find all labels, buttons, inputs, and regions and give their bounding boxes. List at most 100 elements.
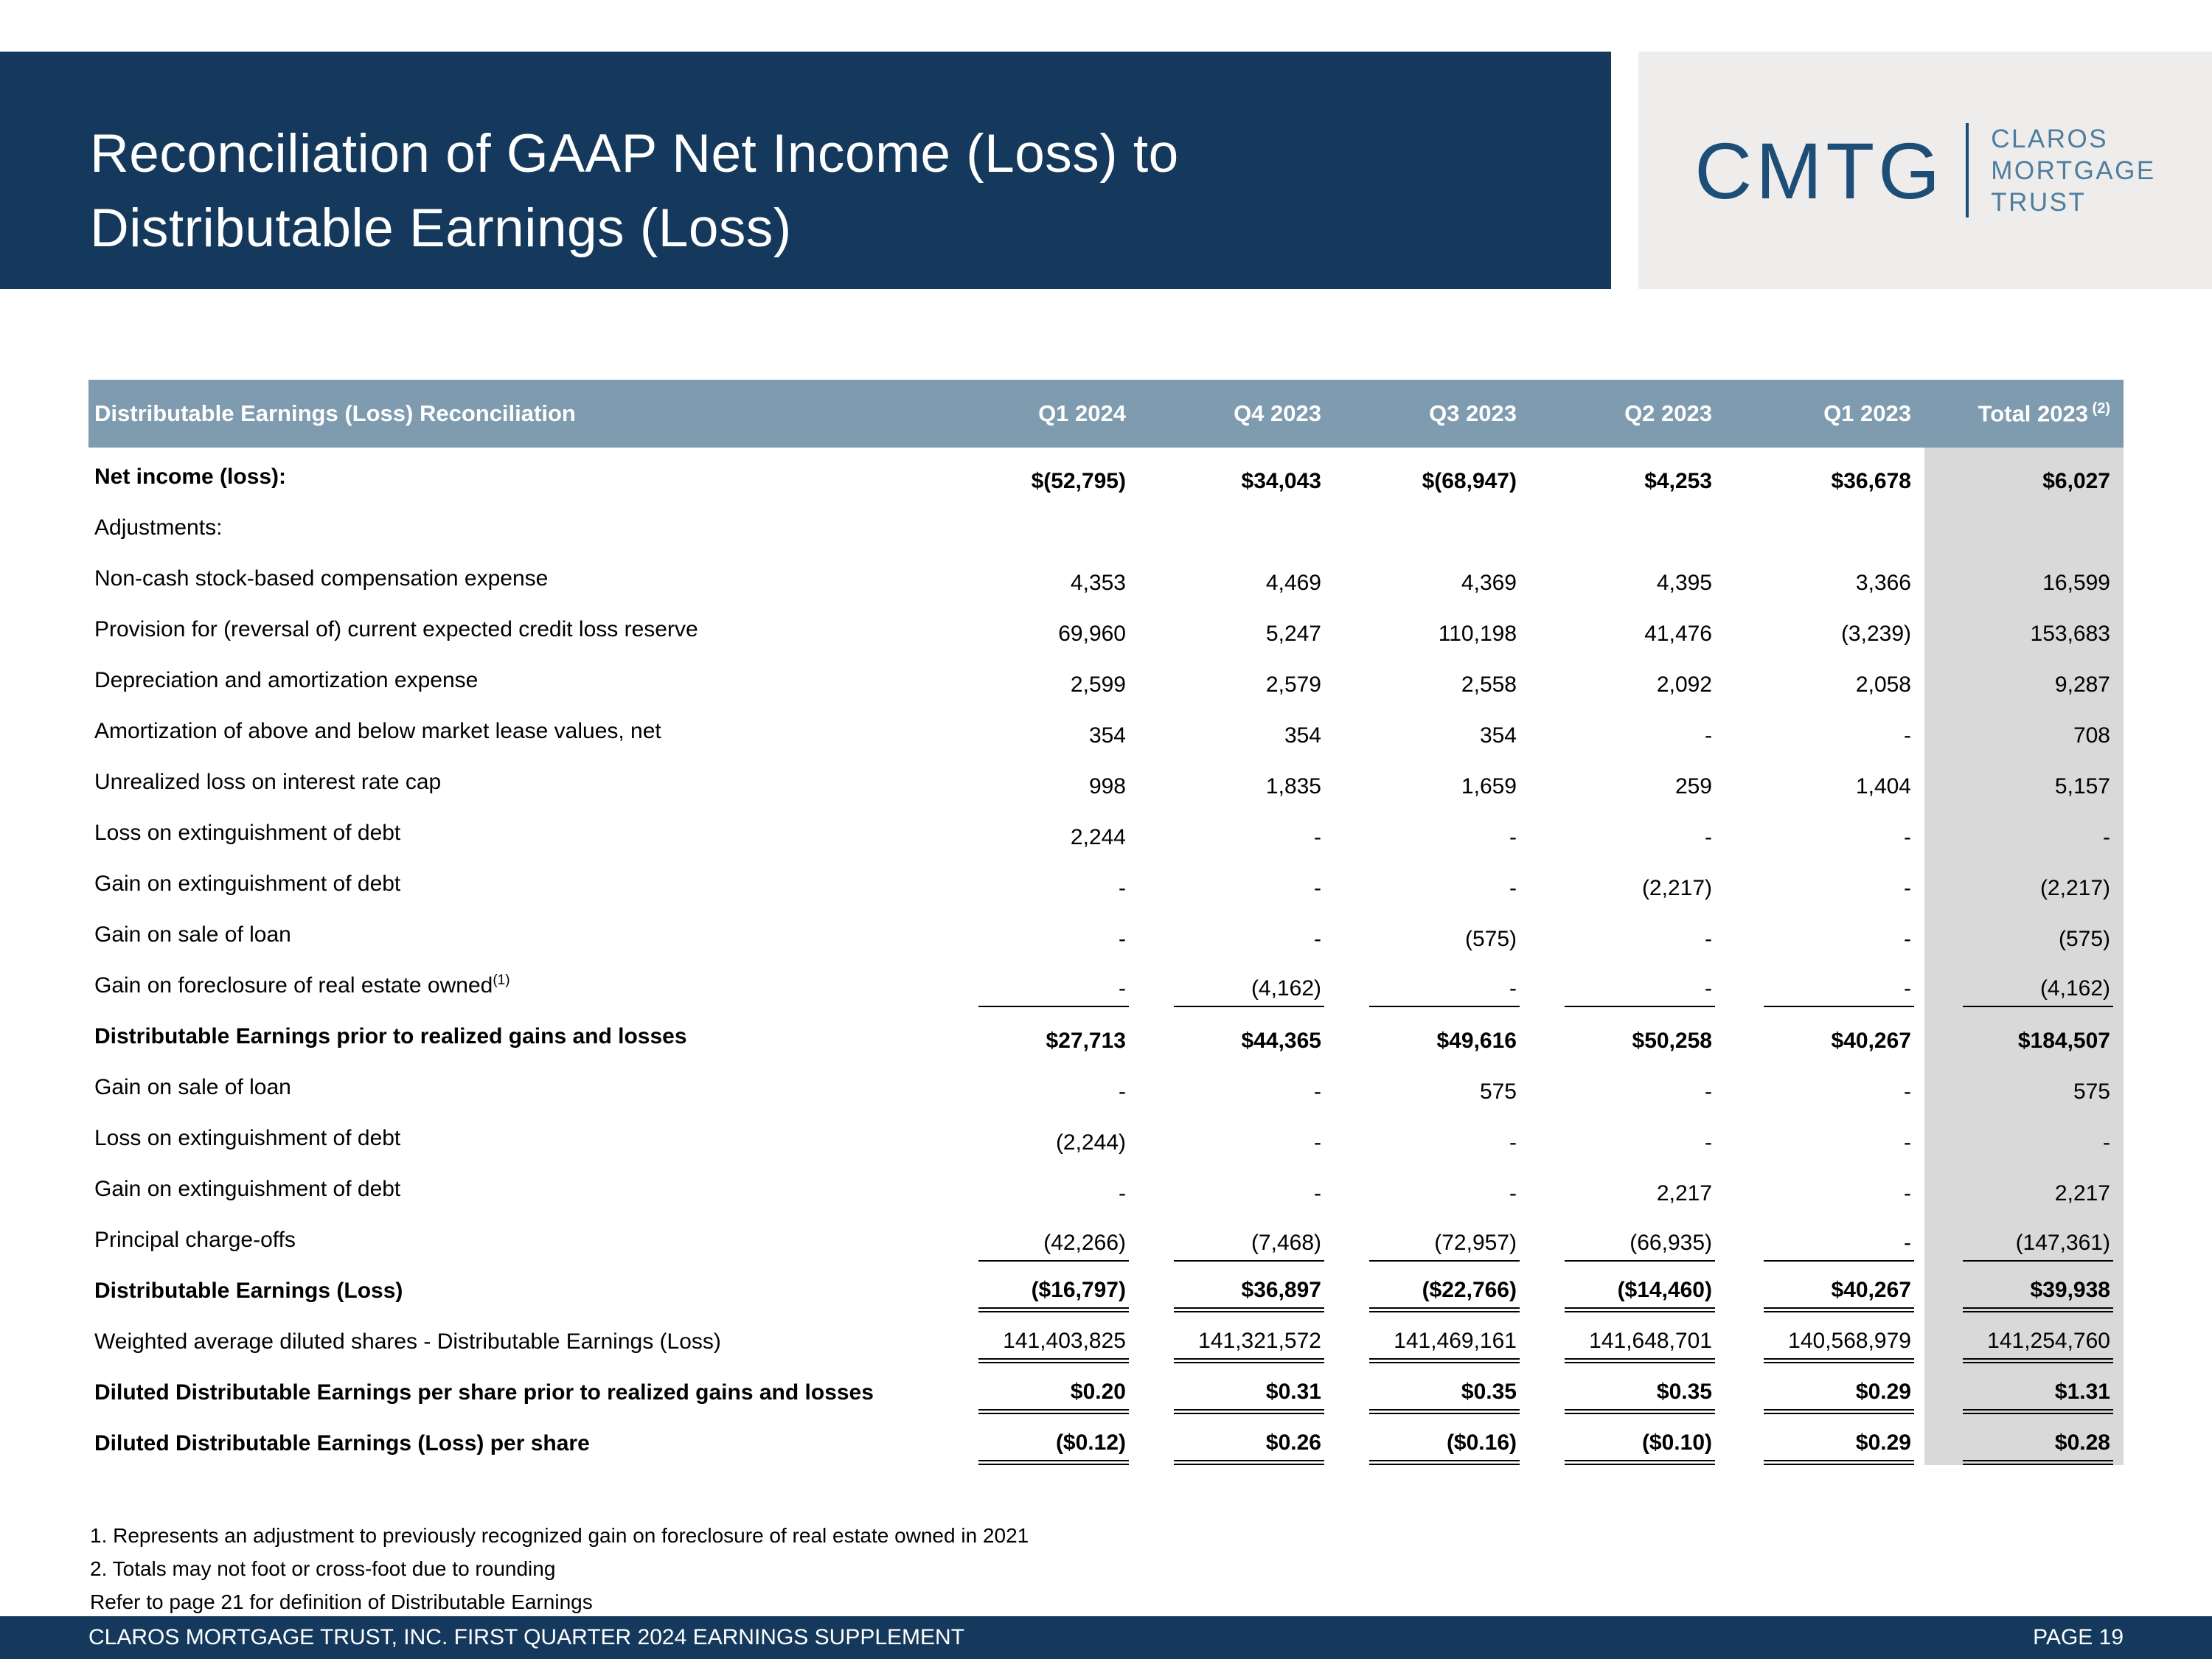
value-cell: - xyxy=(1530,1109,1725,1160)
value-text: $4,253 xyxy=(1644,469,1712,493)
value-cell-total: $184,507 xyxy=(1924,1007,2124,1058)
row-label: Weighted average diluted shares - Distri… xyxy=(94,1329,721,1354)
table-row: Non-cash stock-based compensation expens… xyxy=(88,549,2124,600)
table-row: Adjustments: xyxy=(88,498,2124,549)
logo-word-mortgage: MORTGAGE xyxy=(1991,156,2156,185)
value-cell: - xyxy=(1335,855,1530,905)
logo-word-claros: CLAROS xyxy=(1991,124,2109,153)
value-cell: - xyxy=(944,855,1139,905)
value-cell: $50,258 xyxy=(1530,1007,1725,1058)
value-text: - xyxy=(1119,1181,1126,1206)
value-cell: 354 xyxy=(1335,702,1530,753)
value-text: - xyxy=(1509,876,1517,900)
value-text: 141,254,760 xyxy=(1963,1329,2113,1363)
value-cell: 4,395 xyxy=(1530,549,1725,600)
table-row: Amortization of above and below market l… xyxy=(88,702,2124,753)
value-cell: 141,648,701 xyxy=(1530,1312,1725,1363)
value-cell: - xyxy=(1139,905,1335,956)
value-cell: - xyxy=(1139,855,1335,905)
value-text: 4,369 xyxy=(1461,571,1517,595)
column-header: Q4 2023 xyxy=(1139,380,1335,448)
value-cell: 1,835 xyxy=(1139,753,1335,804)
value-text: $(52,795) xyxy=(1031,469,1126,493)
value-cell-total: 575 xyxy=(1924,1058,2124,1109)
value-text: $6,027 xyxy=(2042,469,2110,493)
value-text: 1,404 xyxy=(1855,774,1911,799)
value-text: 4,469 xyxy=(1265,571,1321,595)
value-text: (7,468) xyxy=(1174,1231,1324,1262)
value-cell: - xyxy=(944,905,1139,956)
value-text: - xyxy=(1764,1231,1914,1262)
value-cell: 110,198 xyxy=(1335,600,1530,651)
value-cell-total: 153,683 xyxy=(1924,600,2124,651)
footnote-1: 1. Represents an adjustment to previousl… xyxy=(90,1524,1029,1547)
value-text: - xyxy=(1314,825,1321,849)
value-text: 16,599 xyxy=(2042,571,2110,595)
row-label: Provision for (reversal of) current expe… xyxy=(94,617,698,641)
value-cell: $(68,947) xyxy=(1335,448,1530,498)
footer-bar: CLAROS MORTGAGE TRUST, INC. FIRST QUARTE… xyxy=(0,1616,2212,1659)
value-cell: $27,713 xyxy=(944,1007,1139,1058)
reconciliation-table-wrap: Distributable Earnings (Loss) Reconcilia… xyxy=(88,380,2124,1465)
value-text: - xyxy=(1764,976,1914,1007)
value-text: $(68,947) xyxy=(1422,469,1517,493)
value-cell: - xyxy=(1725,1058,1924,1109)
value-cell: 998 xyxy=(944,753,1139,804)
value-text: $40,267 xyxy=(1831,1029,1911,1053)
value-text: ($0.16) xyxy=(1369,1430,1520,1465)
value-cell: 2,092 xyxy=(1530,651,1725,702)
table-body: Net income (loss): $(52,795) $34,043 $(68,9… xyxy=(88,448,2124,1465)
value-text: 708 xyxy=(2073,723,2110,748)
value-text: - xyxy=(1904,1181,1911,1206)
value-text: 141,403,825 xyxy=(978,1329,1129,1363)
value-text: 1,659 xyxy=(1461,774,1517,799)
value-cell: 141,469,161 xyxy=(1335,1312,1530,1363)
value-cell: - xyxy=(944,956,1139,1007)
value-text: 998 xyxy=(1088,774,1126,799)
value-text: $0.26 xyxy=(1174,1430,1324,1465)
row-label: Depreciation and amortization expense xyxy=(94,668,479,692)
column-header: Q1 2024 xyxy=(944,380,1139,448)
value-text: 141,648,701 xyxy=(1565,1329,1715,1363)
value-text: - xyxy=(1314,876,1321,900)
row-label: Gain on sale of loan xyxy=(94,1075,291,1099)
value-text: (4,162) xyxy=(1174,976,1324,1007)
table-row: Gain on foreclosure of real estate owned… xyxy=(88,956,2124,1007)
value-text: ($22,766) xyxy=(1369,1278,1520,1312)
value-cell-total: $0.28 xyxy=(1924,1414,2124,1465)
value-cell-total: (2,217) xyxy=(1924,855,2124,905)
value-cell: - xyxy=(1335,956,1530,1007)
value-text: - xyxy=(1705,1130,1712,1155)
value-text: 5,157 xyxy=(2054,774,2110,799)
page-title-line2: Distributable Earnings (Loss) xyxy=(90,198,792,258)
value-cell: ($16,797) xyxy=(944,1262,1139,1312)
table-row: Distributable Earnings prior to realized… xyxy=(88,1007,2124,1058)
value-cell: - xyxy=(1725,956,1924,1007)
value-text: - xyxy=(1904,1130,1911,1155)
value-cell-total: (575) xyxy=(1924,905,2124,956)
row-label: Loss on extinguishment of debt xyxy=(94,1126,401,1150)
company-logo: CMTG CLAROS MORTGAGE TRUST xyxy=(1638,52,2212,289)
value-cell: (2,217) xyxy=(1530,855,1725,905)
value-text: 2,092 xyxy=(1656,672,1712,697)
value-cell: $40,267 xyxy=(1725,1007,1924,1058)
logo-wordmark: CLAROS MORTGAGE TRUST xyxy=(1991,123,2156,218)
value-text: 153,683 xyxy=(2030,622,2110,646)
value-text: - xyxy=(1314,927,1321,951)
value-cell-total: - xyxy=(1924,804,2124,855)
value-text: - xyxy=(1509,825,1517,849)
value-cell: 1,404 xyxy=(1725,753,1924,804)
value-cell-total: (4,162) xyxy=(1924,956,2124,1007)
value-cell: 141,403,825 xyxy=(944,1312,1139,1363)
table-row: Weighted average diluted shares - Distri… xyxy=(88,1312,2124,1363)
value-cell: 2,217 xyxy=(1530,1160,1725,1211)
value-cell: 259 xyxy=(1530,753,1725,804)
table-row: Diluted Distributable Earnings per share… xyxy=(88,1363,2124,1414)
value-cell: ($0.12) xyxy=(944,1414,1139,1465)
column-header: Q2 2023 xyxy=(1530,380,1725,448)
value-text: - xyxy=(1369,976,1520,1007)
value-cell-total: 141,254,760 xyxy=(1924,1312,2124,1363)
table-row: Provision for (reversal of) current expe… xyxy=(88,600,2124,651)
value-cell: - xyxy=(1139,804,1335,855)
